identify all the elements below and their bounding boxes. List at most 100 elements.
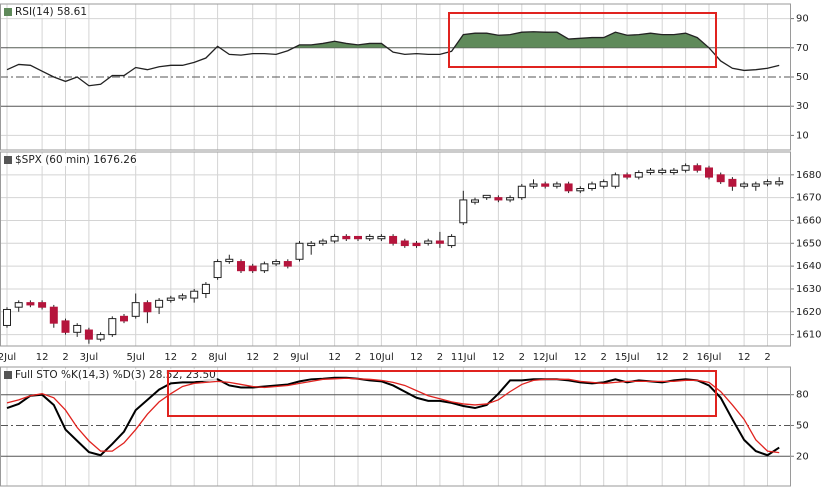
candle-body: [73, 324, 82, 333]
series-group: [6, 376, 780, 457]
x-tick-label: 16Jul: [697, 352, 722, 363]
plot-layers: 2Jul 12 2 3Jul 5Jul 12 2 8Jul 12 2 9Jul 12 2 10Jul 12 2…: [0, 3, 821, 487]
candle-body: [389, 235, 398, 244]
x-tick-label: 2: [764, 352, 770, 363]
candle-body: [108, 318, 117, 336]
candle-body: [166, 297, 175, 301]
candle-body: [740, 183, 749, 187]
candle-body: [3, 308, 11, 326]
candle-body: [424, 240, 433, 244]
candle-body: [517, 185, 526, 199]
candle-body: [693, 165, 702, 171]
title-bg: [14, 6, 89, 18]
x-tick-label: 12: [328, 352, 341, 363]
x-tick-label: 8Jul: [208, 352, 226, 363]
candle-body: [84, 329, 93, 340]
x-tick-label: 12: [574, 352, 587, 363]
candle-body: [705, 167, 713, 178]
x-tick-label: 2: [437, 352, 443, 363]
y-tick-label: 90: [796, 14, 809, 25]
y-tick-label: 1630: [796, 284, 821, 295]
candle-body: [307, 242, 316, 247]
candle-body: [342, 235, 351, 240]
candle-body: [190, 290, 199, 299]
panel-title: Full STO %K(14,3) %D(3) 28.52, 23.50: [15, 369, 216, 381]
x-tick-label: 11Jul: [451, 352, 476, 363]
candle-body: [658, 169, 667, 174]
candle-body: [576, 188, 585, 192]
x-tick-label: 12: [36, 352, 49, 363]
x-tick-label: 12: [246, 352, 259, 363]
candle-body: [14, 302, 23, 308]
y-tick-label: 1650: [796, 238, 821, 249]
candle-body: [552, 183, 561, 187]
candle-body: [494, 197, 503, 201]
series-group: [3, 163, 784, 344]
highlight-box: [448, 12, 717, 68]
panel-title: RSI(14) 58.61: [15, 6, 87, 18]
title-bg: [14, 369, 217, 381]
panel-border: [0, 151, 791, 347]
candle-body: [295, 242, 304, 260]
candle-body: [248, 265, 257, 272]
candle-body: [541, 183, 550, 187]
panel-title: $SPX (60 min) 1676.26: [15, 154, 137, 166]
title-icon: [4, 156, 12, 164]
x-tick-label: 5Jul: [126, 352, 144, 363]
candle-body: [763, 181, 772, 185]
x-tick-label: 2: [601, 352, 607, 363]
candle-body: [681, 165, 690, 171]
candle-body: [318, 240, 327, 244]
candle-body: [599, 181, 608, 187]
y-tick-label: 1640: [796, 261, 821, 272]
candle-body: [435, 240, 444, 244]
candle-body: [61, 320, 70, 333]
candle-body: [646, 169, 655, 174]
candle-body: [588, 183, 596, 190]
candle-body: [237, 261, 245, 272]
overbought-fill: [216, 31, 709, 48]
x-tick-label: 2: [62, 352, 68, 363]
x-tick-label: 12Jul: [533, 352, 558, 363]
y-tick-label: 1680: [796, 170, 821, 181]
candle-body: [669, 169, 678, 174]
series-group: [6, 31, 780, 87]
highlight-box: [167, 370, 717, 417]
candle-body: [201, 283, 210, 295]
candle-body: [459, 199, 468, 224]
candle-body: [178, 295, 187, 299]
x-tick-label: 9Jul: [290, 352, 308, 363]
candle-body: [131, 302, 140, 317]
candle-body: [213, 261, 222, 279]
candle-body: [751, 183, 760, 187]
y-tick-label: 1610: [796, 330, 821, 341]
x-tick-label: 12: [492, 352, 505, 363]
series-line: [6, 31, 780, 87]
candle-body: [49, 306, 58, 324]
x-tick-label: 2: [682, 352, 688, 363]
title-icon: [4, 8, 12, 16]
candle-body: [330, 235, 339, 242]
candle-body: [400, 240, 409, 247]
series-line: [6, 377, 780, 454]
y-tick-label: 1670: [796, 193, 821, 204]
x-tick-label: 3Jul: [80, 352, 98, 363]
panel-border: [0, 3, 791, 151]
y-tick-label: 70: [796, 43, 809, 54]
candle-body: [377, 235, 386, 240]
x-tick-label: 2: [191, 352, 197, 363]
y-tick-label: 50: [796, 420, 809, 431]
candle-body: [272, 261, 281, 265]
candle-body: [611, 174, 620, 187]
candle-body: [564, 183, 573, 192]
candle-body: [716, 174, 725, 183]
y-tick-label: 80: [796, 390, 809, 401]
candle-body: [225, 258, 234, 263]
candle-body: [96, 334, 105, 340]
y-tick-label: 10: [796, 130, 809, 141]
candle-body: [365, 235, 374, 240]
candle-body: [283, 261, 292, 267]
candle-body: [354, 235, 362, 240]
candle-body: [623, 174, 632, 178]
